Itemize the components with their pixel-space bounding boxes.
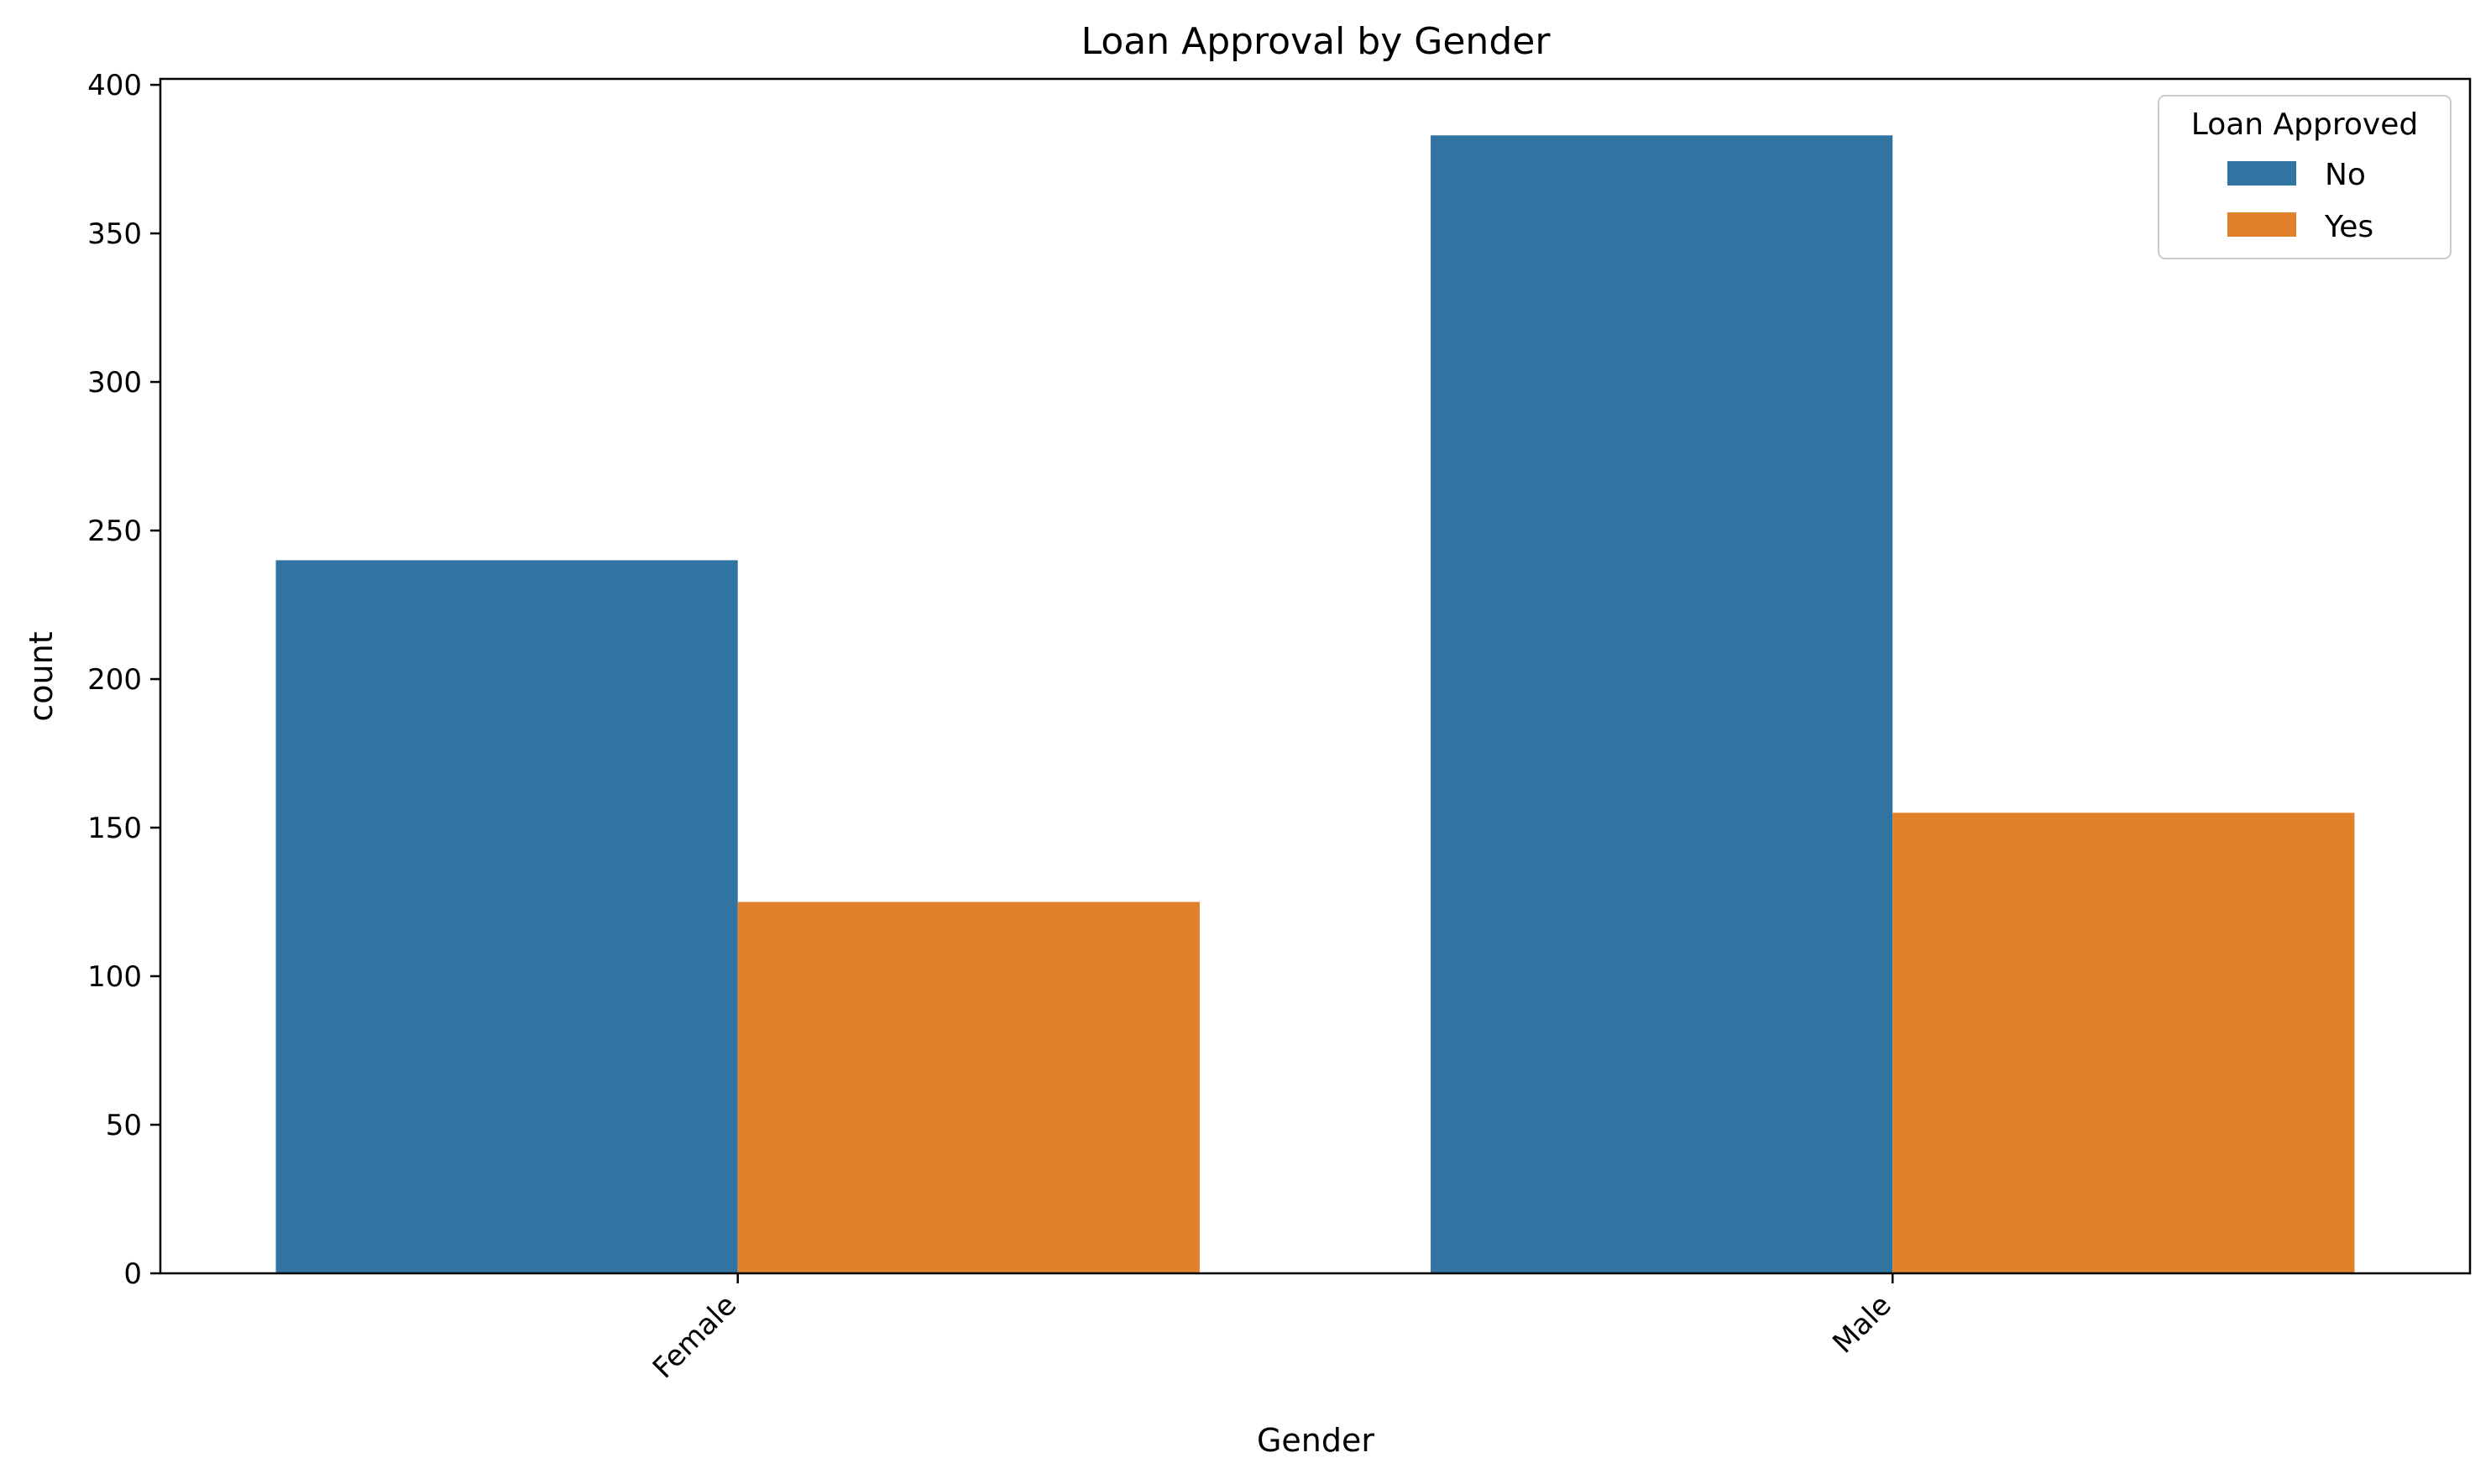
y-tick-label: 300: [87, 366, 142, 400]
y-axis-label: count: [23, 631, 60, 721]
legend: Loan Approved No Yes: [2158, 95, 2452, 259]
y-axis-ticks: 0 50 100 150 200 250 300 350 400: [87, 69, 160, 1291]
legend-label-yes: Yes: [2324, 210, 2373, 244]
x-tick-label-female: Female: [646, 1288, 743, 1385]
legend-title: Loan Approved: [2191, 107, 2418, 142]
y-tick-label: 0: [123, 1257, 142, 1291]
x-axis-label: Gender: [1257, 1422, 1374, 1459]
y-tick-label: 250: [87, 515, 142, 548]
chart-title: Loan Approval by Gender: [1081, 20, 1552, 63]
y-tick-label: 200: [87, 663, 142, 697]
y-tick-label: 100: [87, 960, 142, 994]
y-tick-label: 50: [106, 1109, 142, 1142]
x-axis-ticks: Female Male: [646, 1273, 1898, 1385]
bar-female-no: [275, 560, 738, 1273]
bar-male-yes: [1892, 813, 2355, 1273]
y-tick-label: 400: [87, 69, 142, 102]
y-tick-label: 150: [87, 812, 142, 845]
bar-male-no: [1431, 135, 1893, 1273]
bar-female-yes: [737, 901, 1200, 1273]
legend-swatch-yes: [2227, 212, 2296, 237]
y-tick-label: 350: [87, 217, 142, 251]
x-tick-label-male: Male: [1826, 1288, 1897, 1360]
legend-swatch-no: [2227, 161, 2296, 186]
bars-group: [275, 135, 2355, 1273]
legend-label-no: No: [2325, 158, 2366, 192]
plot-frame: [159, 77, 2472, 1275]
